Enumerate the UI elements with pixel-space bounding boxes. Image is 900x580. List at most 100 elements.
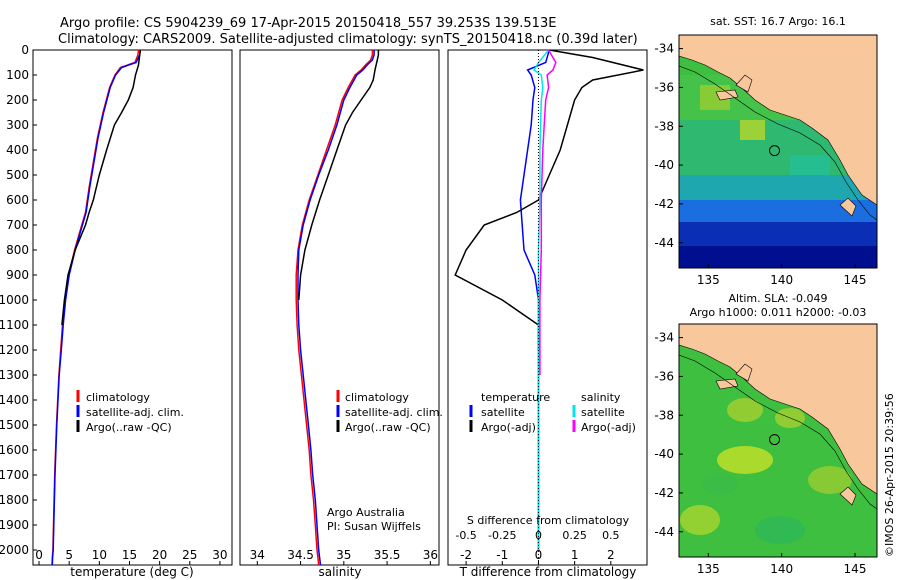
temperature-x-tick-label: 30 (212, 548, 227, 562)
sla-map-y-tick-label: -36 (654, 369, 674, 383)
imos-credit: ©IMOS 26-Apr-2015 20:39:56 (883, 393, 896, 557)
sst-map-y-tick-label: -42 (654, 197, 674, 211)
sla-land-mainland (679, 324, 877, 495)
depth-tick-label: 2000 (0, 543, 29, 557)
sla-map-argo-marker (769, 434, 781, 446)
sla-map-y-tick-label: -40 (654, 447, 674, 461)
depth-tick-label: 1400 (0, 393, 29, 407)
sst-map: sat. SST: 16.7 Argo: 16.1 135 140 145 -34 -… (654, 15, 878, 287)
salinity-x-tick-label: 34.5 (287, 548, 314, 562)
sla-map-field (679, 324, 877, 557)
difference-x-tick-label: 2 (607, 548, 615, 562)
temperature-legend: climatology satellite-adj. clim. Argo(..… (76, 390, 184, 434)
sla-map-y-tick-label: -42 (654, 486, 674, 500)
sla-land-island (715, 378, 739, 390)
sla-map-y-ticks: -34 -36 -38 -40 -42 -44 (654, 331, 683, 539)
temperature-line-satellite-adj-clim (51, 50, 142, 565)
depth-tick-label: 800 (6, 243, 29, 257)
depth-tick-label: 300 (6, 118, 29, 132)
sst-cool-patch (790, 155, 830, 175)
sla-map-x-tick-label: 145 (844, 562, 867, 576)
legend-title-salinity: salinity (581, 391, 621, 404)
sst-map-argo-marker (769, 145, 781, 157)
difference-panel: -2 -1 0 1 2 -0.5 -0.25 0 0.25 0.5 S difference f… (447, 49, 648, 579)
difference-x-tick-label: 0 (535, 548, 543, 562)
sla-blob-1 (727, 398, 763, 422)
temperature-plot-frame (32, 49, 233, 566)
sst-land-island (715, 89, 739, 101)
salinity-x-label: salinity (318, 565, 361, 579)
legend-temperature-argo: Argo(-adj) (481, 421, 536, 434)
sst-land-peninsula (735, 74, 753, 93)
salinity-annotation-line-1: Argo Australia (327, 506, 405, 519)
legend-temperature-satellite: satellite (481, 406, 525, 419)
salinity-series (295, 50, 380, 565)
depth-tick-label: 400 (6, 143, 29, 157)
s-difference-tick-label: 0.25 (562, 529, 587, 542)
temperature-legend-argo: Argo(..raw -QC) (86, 421, 172, 434)
sst-map-x-tick-label: 135 (697, 273, 720, 287)
depth-tick-label: 0 (21, 43, 29, 57)
depth-tick-label: 600 (6, 193, 29, 207)
sla-blob-6 (755, 516, 805, 544)
figure-title-line-2: Climatology: CARS2009. Satellite-adjuste… (58, 32, 638, 47)
salinity-legend-climatology: climatology (345, 391, 409, 404)
sst-map-y-tick-label: -34 (654, 42, 674, 56)
temperature-line-argo-raw-qc (61, 50, 142, 326)
depth-tick-label: 100 (6, 68, 29, 82)
sla-map-y-tick-label: -44 (654, 525, 674, 539)
sla-map: Altim. SLA: -0.049 Argo h1000: 0.011 h20… (654, 292, 878, 576)
temperature-series (51, 50, 142, 565)
difference-x-tick-label: -2 (460, 548, 472, 562)
sla-map-x-tick-label: 140 (770, 562, 793, 576)
salinity-annotation-line-2: PI: Susan Wijffels (327, 520, 421, 533)
sla-blob-3 (717, 446, 773, 474)
figure-title-line-1: Argo profile: CS 5904239_69 17-Apr-2015 … (60, 16, 556, 31)
depth-tick-label: 1800 (0, 493, 29, 507)
depth-tick-label: 1200 (0, 343, 29, 357)
temperature-panel: 0 5 10 15 20 25 30 0 100 200 300 400 500 600 700 800 90… (0, 43, 452, 579)
difference-x-tick-label: 1 (571, 548, 579, 562)
sla-map-x-ticks: 135 140 145 (697, 553, 867, 576)
difference-line-temperature-argo-adj (454, 50, 644, 350)
sst-map-y-tick-label: -40 (654, 158, 674, 172)
s-difference-tick-label: 0 (535, 529, 542, 542)
temperature-legend-satellite: satellite-adj. clim. (86, 406, 184, 419)
depth-tick-label: 700 (6, 218, 29, 232)
s-difference-tick-label: -0.25 (488, 529, 516, 542)
salinity-x-ticks: 34 34.5 35 35.5 36 (250, 548, 438, 565)
sst-warm-patch-2 (740, 120, 765, 140)
salinity-legend-argo: Argo(..raw -QC) (345, 421, 431, 434)
sst-map-x-ticks: 135 140 145 (697, 264, 867, 287)
s-difference-tick-label: -0.5 (455, 529, 476, 542)
salinity-legend: climatology satellite-adj. clim. Argo(..… (336, 390, 443, 434)
sla-land-tasmania (839, 486, 857, 506)
temperature-x-tick-label: 5 (65, 548, 73, 562)
s-difference-axis-label: S difference from climatology (467, 514, 630, 527)
salinity-x-tick-label: 35 (336, 548, 351, 562)
depth-tick-label: 1600 (0, 443, 29, 457)
sst-map-field (679, 35, 877, 268)
salinity-plot-frame (239, 49, 440, 566)
sla-blob-5 (680, 505, 720, 535)
sla-blob-7 (702, 475, 738, 495)
t-difference-x-label: T difference from climatology (459, 565, 637, 579)
salinity-x-tick-label: 36 (423, 548, 438, 562)
temperature-x-tick-label: 0 (35, 548, 43, 562)
sst-band-5 (679, 200, 877, 222)
salinity-x-tick-label: 34 (250, 548, 265, 562)
sst-map-frame (678, 34, 878, 269)
sla-map-y-tick-label: -34 (654, 331, 674, 345)
temperature-x-tick-label: 25 (182, 548, 197, 562)
sst-shelf-contour (679, 65, 877, 221)
salinity-x-tick-label: 35.5 (374, 548, 401, 562)
sst-map-title: sat. SST: 16.7 Argo: 16.1 (710, 15, 846, 28)
depth-tick-label: 1100 (0, 318, 29, 332)
temperature-x-tick-label: 10 (92, 548, 107, 562)
sst-map-x-tick-label: 145 (844, 273, 867, 287)
sla-map-frame (678, 323, 878, 558)
difference-plot-frame (447, 49, 648, 566)
sla-land-peninsula (735, 363, 753, 382)
